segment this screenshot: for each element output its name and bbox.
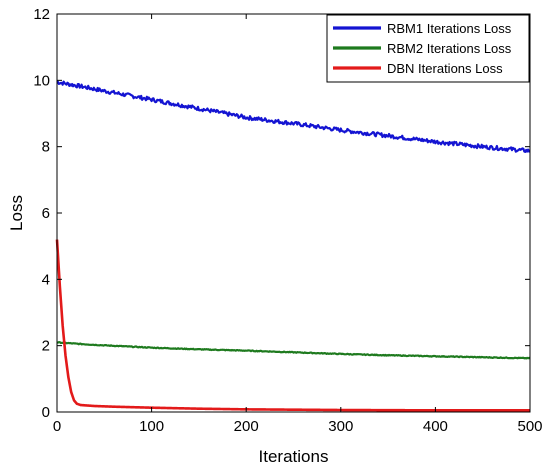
axes: 0 100 200 300 400 500 0 2 4 6 8 10 12 bbox=[33, 6, 542, 435]
x-tick-label: 100 bbox=[139, 418, 164, 435]
y-tick-label: 2 bbox=[42, 338, 50, 355]
y-tick-label: 10 bbox=[33, 72, 50, 89]
x-tick-label: 500 bbox=[517, 418, 542, 435]
y-tick-label: 12 bbox=[33, 6, 50, 23]
y-tick-label: 0 bbox=[42, 404, 50, 421]
series-line-1 bbox=[56, 80, 531, 153]
series-line-3 bbox=[55, 239, 531, 412]
legend-label: RBM1 Iterations Loss bbox=[387, 21, 512, 36]
x-axis-label: Iterations bbox=[259, 447, 329, 466]
y-tick-label: 4 bbox=[42, 271, 50, 288]
y-axis-label: Loss bbox=[7, 195, 26, 231]
y-tick-label: 8 bbox=[42, 139, 50, 156]
series-line-2 bbox=[56, 341, 531, 360]
x-tick-label: 0 bbox=[53, 418, 61, 435]
legend: RBM1 Iterations Loss RBM2 Iterations Loss… bbox=[326, 14, 530, 83]
legend-label: DBN Iterations Loss bbox=[387, 61, 503, 76]
legend-label: RBM2 Iterations Loss bbox=[387, 41, 512, 56]
y-tick-label: 6 bbox=[42, 205, 50, 222]
x-tick-label: 200 bbox=[234, 418, 259, 435]
legend-box bbox=[326, 14, 530, 83]
x-tick-label: 300 bbox=[328, 418, 353, 435]
plot-area bbox=[55, 80, 531, 412]
x-tick-label: 400 bbox=[423, 418, 448, 435]
